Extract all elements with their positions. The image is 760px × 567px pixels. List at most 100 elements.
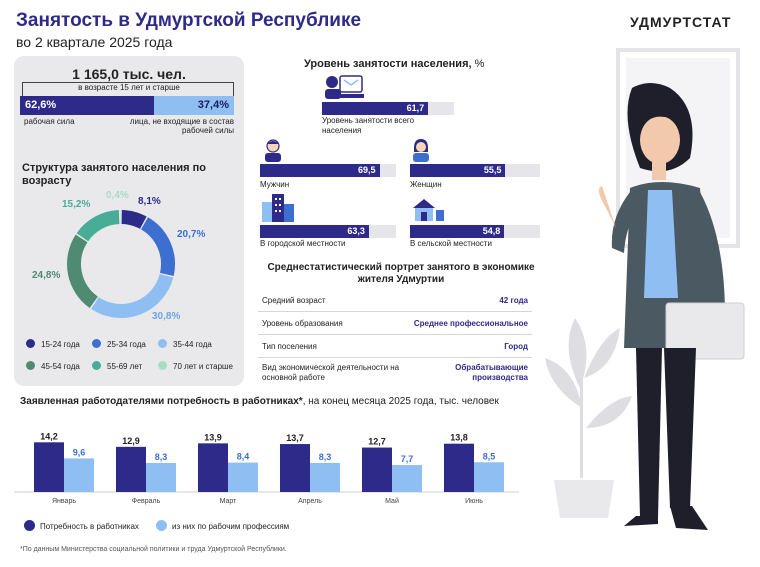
legend-70-plus: 70 лет и старше (173, 362, 233, 371)
bar-demand-5 (444, 443, 474, 492)
bar-label-demand-4: 12,7 (368, 437, 386, 447)
employment-urban-label: В городской местности (260, 239, 346, 248)
portrait-activity-label: Вид экономической деятельности на основн… (262, 363, 400, 382)
employment-men-bar: 69,5 (260, 164, 380, 177)
outside-labor-force-bar: 37,4% (153, 96, 234, 115)
bar-workers-0 (64, 458, 94, 492)
bar-demand-1 (116, 446, 146, 492)
portrait-settlement-label: Тип поселения (262, 342, 317, 351)
age-structure-title: Структура занятого населения по возрасту (22, 162, 206, 187)
chart-legend-workers: из них по рабочим профессиям (172, 522, 290, 531)
bar-label-workers-3: 8,3 (319, 452, 332, 462)
legend-dot-45-54 (26, 361, 35, 370)
portrait-age-label: Средний возраст (262, 296, 326, 305)
bar-workers-1 (146, 462, 176, 492)
portrait-row-activity: Вид экономической деятельности на основн… (258, 359, 532, 387)
bar-label-demand-2: 13,9 (204, 432, 222, 442)
portrait-row-education: Уровень образования Среднее профессионал… (258, 313, 532, 335)
donut-label-70-plus: 0,4% (106, 190, 129, 201)
legend-55-69: 55-69 лет (107, 362, 143, 371)
donut-label-55-69: 15,2% (62, 199, 91, 210)
legend-dot-15-24 (26, 339, 35, 348)
population-total: 1 165,0 тыс. чел. (72, 66, 186, 82)
portrait-activity-value: Обрабатывающие производства (455, 363, 528, 382)
bar-workers-4 (392, 465, 422, 492)
chart-legend-dot-demand (24, 520, 35, 531)
employment-women-label: Женщин (410, 180, 442, 189)
woman-icon (413, 139, 429, 162)
bar-label-workers-4: 7,7 (401, 454, 414, 464)
labor-force-bar: 62,6% (20, 96, 154, 115)
donut-label-15-24: 8,1% (138, 196, 161, 207)
person-laptop-icon (325, 75, 364, 99)
bar-demand-3 (280, 444, 310, 492)
chart-title-text: Заявленная работодателями потребность в … (20, 396, 303, 407)
donut-slice-25-34 (140, 217, 175, 276)
x-tick-label-4: Май (385, 497, 399, 505)
bar-label-demand-3: 13,7 (286, 433, 304, 443)
x-tick-label-0: Январь (52, 498, 76, 505)
chart-subtitle: , на конец месяца 2025 года, тыс. челове… (302, 396, 499, 407)
donut-label-25-34: 20,7% (177, 229, 206, 240)
donut-slice-35-44 (91, 273, 174, 318)
legend-dot-55-69 (92, 361, 101, 370)
village-house-icon (413, 199, 444, 221)
employment-women-track: 55,5 (410, 164, 540, 177)
portrait-settlement-value: Город (504, 342, 528, 351)
labor-force-label: рабочая сила (24, 117, 75, 126)
employment-women-bar: 55,5 (410, 164, 506, 177)
portrait-title: Среднестатистический портрет занятого в … (267, 262, 535, 285)
employment-urban-bar: 63,3 (260, 225, 369, 238)
employment-total-track: 61,7 (322, 102, 454, 115)
portrait-education-label: Уровень образования (262, 319, 343, 328)
employment-total-label: Уровень занятости всего населения (322, 116, 415, 135)
age-structure-donut (67, 210, 175, 318)
x-tick-label-1: Февраль (132, 498, 161, 505)
donut-slice-45-54 (67, 234, 99, 309)
x-tick-label-5: Июнь (465, 498, 483, 505)
portrait-row-age: Средний возраст 42 года (258, 290, 532, 312)
outside-labor-force-value: 37,4% (197, 99, 229, 111)
bar-demand-0 (34, 442, 64, 492)
bar-label-workers-2: 8,4 (237, 452, 250, 462)
x-tick-label-3: Апрель (298, 498, 322, 505)
man-icon (265, 139, 281, 162)
chart-legend-dot-workers (156, 520, 167, 531)
legend-15-24: 15-24 года (41, 340, 80, 349)
legend-35-44: 35-44 года (173, 340, 212, 349)
donut-slice-15-24 (121, 210, 147, 229)
udmurtstat-logo: УДМУРТСТАТ (630, 14, 732, 30)
bar-label-workers-1: 8,3 (155, 452, 168, 462)
population-total-note: в возрасте 15 лет и старше (78, 83, 180, 92)
population-bracket (22, 82, 234, 96)
employment-title-text: Уровень занятости населения, (304, 58, 472, 70)
legend-dot-35-44 (158, 339, 167, 348)
page-subtitle: во 2 квартале 2025 года (16, 34, 173, 50)
donut-label-45-54: 24,8% (32, 270, 61, 281)
employment-unit: % (471, 58, 485, 70)
employer-demand-bar-chart: 14,2 9,6 Январь 12,9 8,3 Февраль 13,9 8,4 Март 13… (14, 431, 519, 505)
bar-demand-2 (198, 443, 228, 492)
employment-rural-track: 54,8 (410, 225, 540, 238)
bar-workers-5 (474, 462, 504, 492)
bar-workers-3 (310, 462, 340, 492)
portrait-education-value: Среднее профессиональное (413, 319, 528, 328)
donut-slice-55-69 (76, 210, 120, 242)
legend-25-34: 25-34 года (107, 340, 146, 349)
chart-title: Заявленная работодателями потребность в … (20, 396, 499, 407)
labor-force-value: 62,6% (25, 99, 57, 111)
bar-label-demand-0: 14,2 (40, 431, 58, 441)
legend-dot-70-plus (158, 361, 167, 370)
bar-label-workers-0: 9,6 (73, 447, 86, 457)
footnote: *По данным Министерства социальной полит… (20, 546, 287, 553)
employment-urban-track: 63,3 (260, 225, 396, 238)
donut-label-35-44: 30,8% (152, 311, 181, 322)
bar-label-demand-1: 12,9 (122, 436, 140, 446)
employment-men-track: 69,5 (260, 164, 396, 177)
woman-illustration (545, 48, 745, 530)
chart-legend-demand: Потребность в работниках (40, 522, 139, 531)
page-title: Занятость в Удмуртской Республике (16, 10, 362, 31)
bar-label-demand-5: 13,8 (450, 433, 468, 443)
employment-rural-bar: 54,8 (410, 225, 505, 238)
portrait-row-settlement: Тип поселения Город (258, 336, 532, 358)
